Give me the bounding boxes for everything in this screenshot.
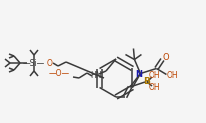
Text: OH: OH: [166, 71, 177, 80]
Text: OH: OH: [147, 83, 159, 92]
Text: B: B: [143, 77, 150, 86]
Text: O: O: [47, 59, 53, 68]
Text: —Si—: —Si—: [23, 59, 45, 68]
Text: N: N: [134, 70, 141, 79]
Text: HN: HN: [90, 71, 101, 80]
Text: O: O: [161, 53, 168, 62]
Text: —O—: —O—: [49, 69, 70, 78]
Text: OH: OH: [147, 70, 159, 79]
